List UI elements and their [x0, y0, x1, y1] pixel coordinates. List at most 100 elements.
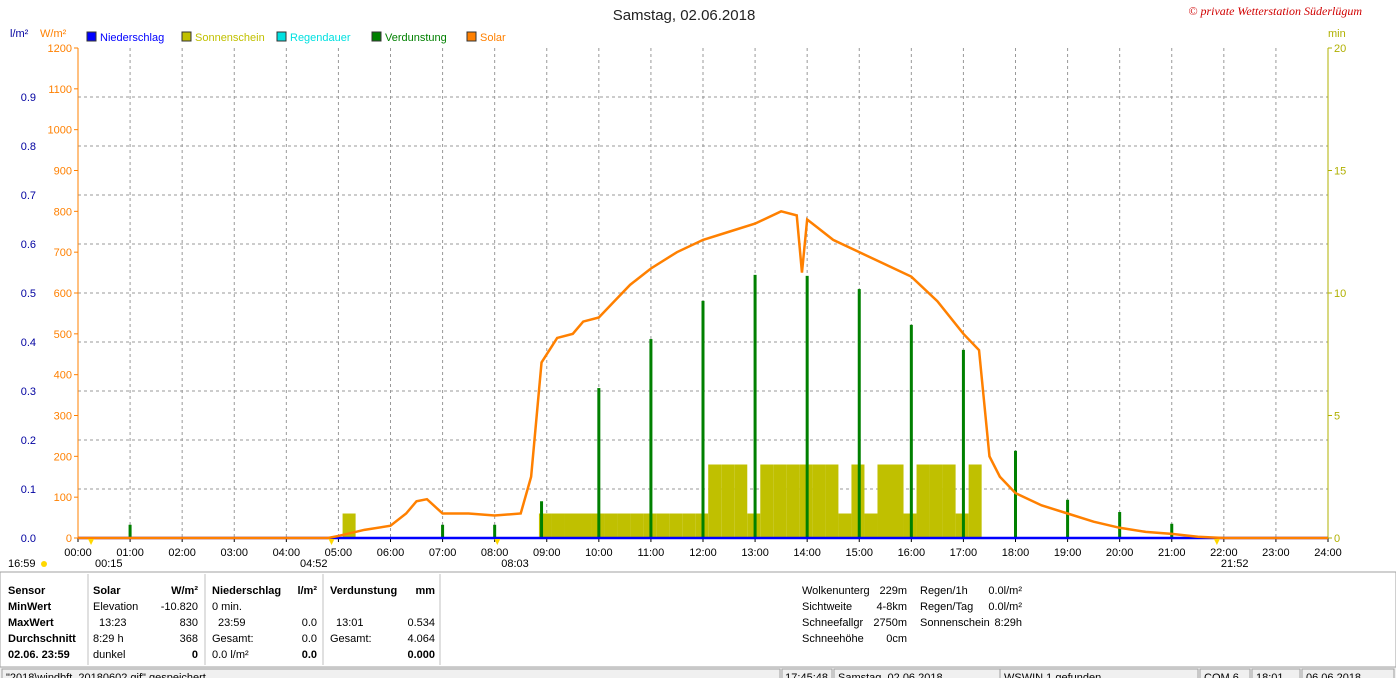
sunshine-bar: [890, 464, 904, 538]
sunshine-bar: [604, 513, 618, 538]
legend-swatch: [371, 31, 382, 42]
panel-cell: mm: [415, 585, 435, 597]
evaporation-bar: [128, 524, 132, 538]
status-cell: [1, 668, 781, 678]
time-marker: [494, 539, 501, 545]
info-value: 2750m: [873, 617, 907, 629]
info-label: Wolkenunterg: [802, 585, 870, 597]
y2-tick-label: 15: [1334, 166, 1346, 178]
panel-cell: 0.000: [407, 649, 435, 661]
y2-tick-label: 5: [1334, 411, 1340, 423]
marker-label: 04:52: [300, 558, 328, 570]
x-tick-label: 18:00: [1002, 547, 1030, 559]
evaporation-bar: [1118, 512, 1122, 538]
panel-cell: 0.0: [302, 633, 317, 645]
info-label: Sichtweite: [802, 601, 852, 613]
status-text: 18:01: [1256, 672, 1284, 678]
panel-cell: 0: [192, 649, 198, 661]
status-cell: [781, 668, 833, 678]
w-tick-label: 200: [54, 451, 72, 463]
sunshine-bar: [786, 464, 800, 538]
x-tick-label: 08:00: [481, 547, 509, 559]
sensor-label: Durchschnitt: [8, 633, 76, 645]
x-tick-label: 00:00: [64, 547, 92, 559]
w-tick-label: 900: [54, 166, 72, 178]
y-tick-label: 0.9: [21, 92, 36, 104]
x-tick-label: 12:00: [689, 547, 717, 559]
status-cell: [1301, 668, 1395, 678]
y2-tick-label: 10: [1334, 288, 1346, 300]
sunshine-bar: [708, 464, 722, 538]
marker-dot: [41, 561, 47, 567]
evaporation-bar: [701, 300, 705, 538]
panel-cell: 13:23: [99, 617, 127, 629]
evaporation-bar: [857, 289, 861, 538]
x-tick-label: 20:00: [1106, 547, 1134, 559]
panel-cell: 0.534: [407, 617, 435, 629]
status-cell: [999, 668, 1199, 678]
sunshine-bar: [929, 464, 943, 538]
sunshine-bar: [617, 513, 631, 538]
info-value: 0.0l/m²: [988, 601, 1022, 613]
info-value: 4-8km: [876, 601, 907, 613]
panel-cell: 830: [180, 617, 198, 629]
w-tick-label: 500: [54, 329, 72, 341]
x-tick-label: 05:00: [325, 547, 353, 559]
w-tick-label: 1200: [48, 43, 72, 55]
y-tick-label: 0.2: [21, 435, 36, 447]
sunshine-bar: [838, 513, 852, 538]
status-cell: [1199, 668, 1251, 678]
x-tick-label: 03:00: [220, 547, 248, 559]
sunshine-bar: [968, 464, 982, 538]
panel-cell: 8:29 h: [93, 633, 124, 645]
sensor-label: 02.06. 23:59: [8, 649, 70, 661]
x-tick-label: 19:00: [1054, 547, 1082, 559]
panel-cell: 0.0 l/m²: [212, 649, 249, 661]
x-tick-label: 24:00: [1314, 547, 1342, 559]
time-marker: [88, 539, 95, 545]
x-tick-label: 13:00: [741, 547, 769, 559]
sunshine-bar: [916, 464, 930, 538]
x-tick-label: 14:00: [793, 547, 821, 559]
info-value: 0cm: [886, 633, 907, 645]
w-unit: W/m²: [40, 28, 67, 40]
info-label: Schneehöhe: [802, 633, 864, 645]
sensor-label: MinWert: [8, 601, 52, 613]
sunshine-bar: [942, 464, 956, 538]
panel-cell: -10.820: [161, 601, 198, 613]
panel-cell: dunkel: [93, 649, 125, 661]
info-label: Regen/1h: [920, 585, 968, 597]
sunshine-bar: [551, 513, 565, 538]
evaporation-bar: [441, 524, 445, 538]
panel-cell: l/m²: [297, 585, 317, 597]
evaporation-bar: [1066, 499, 1070, 538]
status-text: "2018\windbft_20180602.gif" gespeichert: [6, 672, 206, 678]
y-tick-label: 0.1: [21, 484, 36, 496]
w-tick-label: 1100: [48, 84, 72, 96]
evaporation-bar: [961, 349, 965, 538]
evaporation-bar: [1170, 523, 1174, 538]
time-marker: [1213, 539, 1220, 545]
y-tick-label: 0.7: [21, 190, 36, 202]
panel-bg: [0, 571, 1396, 668]
marker-label: 08:03: [501, 558, 529, 570]
x-tick-label: 06:00: [377, 547, 405, 559]
status-text: 06.06.2018: [1306, 672, 1361, 678]
legend-swatch: [466, 31, 477, 42]
marker-label: 21:52: [1221, 558, 1249, 570]
w-tick-label: 700: [54, 247, 72, 259]
y-tick-label: 0.3: [21, 386, 36, 398]
evaporation-bar: [753, 274, 757, 538]
status-text: Samstag, 02.06.2018: [838, 672, 943, 678]
x-tick-label: 22:00: [1210, 547, 1238, 559]
w-tick-label: 400: [54, 370, 72, 382]
series-line: [78, 210, 1328, 540]
y2-tick-label: 20: [1334, 43, 1346, 55]
w-tick-label: 800: [54, 206, 72, 218]
y-tick-label: 0.5: [21, 288, 36, 300]
panel-cell: 0 min.: [212, 601, 242, 613]
sunshine-bar: [812, 464, 826, 538]
y2-unit: min: [1328, 28, 1346, 40]
sunshine-bar: [825, 464, 839, 538]
